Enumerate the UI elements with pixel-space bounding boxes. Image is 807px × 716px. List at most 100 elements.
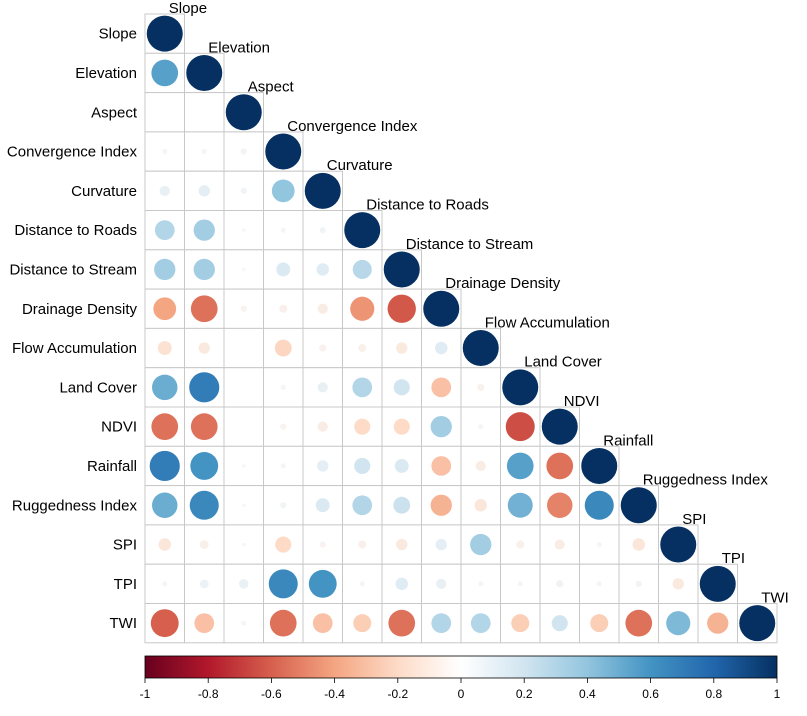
correlation-circle-15-11: [556, 580, 564, 588]
grid-cell: [144, 92, 185, 133]
correlation-circle-8-6: [350, 296, 375, 321]
correlation-circle-11-4: [280, 423, 287, 430]
colorbar-tick-label: -0.2: [387, 687, 408, 701]
colorbar-tick-label: 0.2: [516, 687, 533, 701]
row-label: Distance to Roads: [14, 222, 137, 239]
correlation-circle-8-7: [387, 294, 416, 323]
correlation-circle-8-1: [153, 297, 177, 321]
colorbar-tick-label: -0.6: [261, 687, 282, 701]
column-label: Convergence Index: [287, 118, 418, 135]
correlation-circle-11-9: [478, 424, 484, 430]
grid-cell: [223, 367, 264, 408]
correlation-circle-8-4: [279, 304, 288, 313]
correlation-circle-10-5: [317, 382, 328, 393]
correlation-circle-9-6: [358, 344, 367, 353]
colorbar-tick-label: 1: [774, 687, 781, 701]
row-label: Slope: [99, 26, 137, 43]
correlation-circle-14-7: [396, 538, 408, 551]
grid-cell: [223, 406, 264, 447]
grid-cell: [500, 603, 541, 644]
column-label: Elevation: [208, 39, 270, 56]
correlation-circle-12-5: [317, 460, 329, 472]
column-label: Aspect: [248, 79, 295, 96]
row-label: Ruggedness Index: [12, 497, 138, 514]
correlation-circle-13-2: [189, 490, 219, 520]
correlation-circle-12-6: [354, 457, 371, 475]
column-label: Land Cover: [524, 354, 602, 371]
correlation-circle-15-1: [162, 581, 168, 587]
correlation-circle-15-3: [238, 579, 249, 589]
correlation-circle-12-2: [190, 452, 219, 480]
correlation-circle-14-6: [358, 540, 367, 549]
correlation-circles: [146, 15, 776, 642]
correlation-circle-2-2: [186, 54, 223, 91]
correlation-circle-16-2: [194, 613, 215, 634]
correlation-circle-14-12: [596, 542, 602, 548]
row-label: Land Cover: [59, 379, 137, 396]
correlation-circle-15-15: [699, 565, 736, 602]
correlation-circle-11-6: [354, 418, 371, 435]
column-label: Flow Accumulation: [485, 314, 610, 331]
correlation-circle-16-10: [511, 614, 530, 633]
column-label: Ruggedness Index: [643, 472, 769, 489]
correlation-circle-9-4: [274, 339, 292, 357]
colorbar-gradient: [144, 655, 778, 679]
grid-cell: [263, 170, 304, 211]
correlation-circle-16-15: [707, 612, 729, 634]
correlation-circle-8-2: [190, 295, 218, 323]
correlation-circle-7-7: [383, 251, 420, 288]
row-label: Rainfall: [87, 458, 137, 475]
correlation-circle-10-10: [502, 369, 539, 406]
correlation-circle-14-9: [470, 533, 492, 556]
column-label: Curvature: [327, 157, 393, 174]
correlation-circle-16-8: [431, 613, 452, 634]
row-label: SPI: [113, 537, 137, 554]
correlation-circle-14-5: [319, 541, 326, 548]
correlation-circle-2-1: [151, 59, 179, 87]
correlation-circle-16-6: [353, 614, 372, 633]
column-label: TWI: [761, 590, 789, 607]
correlation-circle-12-8: [431, 456, 452, 476]
column-label: Distance to Stream: [406, 236, 534, 253]
correlation-circle-13-5: [315, 498, 330, 513]
colorbar-tick-label: -0.4: [324, 687, 345, 701]
correlation-circle-10-1: [152, 374, 178, 401]
row-label: NDVI: [101, 419, 137, 436]
correlation-circle-15-7: [395, 577, 408, 591]
correlation-circle-13-9: [474, 499, 487, 512]
correlation-circle-9-5: [319, 344, 327, 352]
column-label: TPI: [722, 550, 745, 567]
column-label: Distance to Roads: [366, 197, 489, 214]
correlation-circle-15-9: [478, 581, 484, 587]
correlation-circle-9-1: [157, 341, 172, 356]
row-label: Flow Accumulation: [12, 340, 137, 357]
correlation-circle-14-10: [516, 540, 525, 549]
correlation-circle-14-14: [660, 526, 697, 563]
correlation-circle-16-4: [269, 609, 297, 637]
colorbar-tick-label: -1: [140, 687, 151, 701]
correlation-circle-6-5: [319, 227, 326, 234]
correlation-circle-10-8: [431, 377, 452, 398]
correlation-circle-5-2: [198, 185, 210, 197]
colorbar-tick-label: -0.8: [198, 687, 219, 701]
correlation-circle-7-6: [352, 259, 372, 279]
row-labels: Slope Elevation Aspect Convergence Index Cur…: [7, 26, 138, 633]
correlation-circle-9-8: [435, 341, 448, 355]
correlation-circle-16-9: [470, 613, 491, 634]
correlation-circle-14-1: [158, 538, 171, 551]
correlation-circle-7-5: [316, 263, 329, 276]
correlation-circle-9-2: [198, 342, 210, 354]
colorbar-tick-label: 0.8: [705, 687, 722, 701]
colorbar-tick-label: 0.6: [642, 687, 659, 701]
correlation-circle-9-9: [462, 330, 499, 367]
correlation-circle-15-4: [268, 569, 298, 599]
correlation-circle-13-1: [152, 492, 178, 518]
correlation-circle-4-1: [162, 149, 168, 155]
correlation-circle-13-10: [507, 492, 533, 518]
correlation-circle-7-2: [193, 258, 215, 281]
correlation-circle-14-4: [275, 536, 292, 553]
correlation-circle-13-4: [280, 502, 287, 509]
row-label: Drainage Density: [22, 301, 138, 318]
correlation-circle-13-7: [393, 496, 411, 514]
